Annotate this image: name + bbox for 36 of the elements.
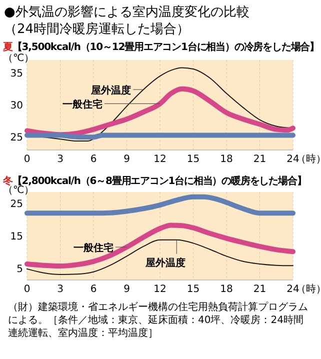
y-axis-title: （℃） bbox=[3, 53, 34, 64]
x-tick-label: 0 bbox=[24, 284, 30, 295]
x-tick-label: 3 bbox=[57, 284, 64, 295]
x-tick-label: 6 bbox=[90, 284, 97, 295]
y-tick-label: 25 bbox=[10, 132, 23, 144]
y-tick-label: 35 bbox=[10, 68, 23, 80]
series-label: 屋外温度 bbox=[144, 256, 186, 269]
x-tick-label: 9 bbox=[124, 154, 130, 165]
x-tick-label: 24 bbox=[286, 284, 300, 295]
x-tick-label: 21 bbox=[253, 284, 266, 295]
text: 夏【3,500kcal/h（10～12畳用エアコン1台に相当）の冷房をした場合】 bbox=[2, 41, 319, 53]
y-tick-label: 5 bbox=[16, 264, 23, 276]
x-tick-label: 0 bbox=[24, 154, 30, 165]
x-tick-label: 24 bbox=[286, 154, 300, 165]
line-series bbox=[26, 239, 294, 275]
series-label: 屋外温度 bbox=[90, 84, 132, 97]
x-tick-label: 9 bbox=[124, 284, 130, 295]
chart-title: ●外気温の影響による室内温度変化の比較 bbox=[4, 4, 250, 20]
text: （財）建築環境・省エネルギー機構の住宅用熱負荷計算プログラムによる。［条件／地域：東京、延床面積：40坪、冷暖房：24時間連続運転、室内温度：平均温度］ bbox=[8, 301, 308, 339]
series-label: 一般住宅 bbox=[62, 98, 102, 111]
x-tick-label: 6 bbox=[90, 154, 97, 165]
x-tick-label: 18 bbox=[220, 284, 233, 295]
y-tick-label: 25 bbox=[10, 198, 23, 210]
chart-subtitle: （24時間冷暖房運転した場合） bbox=[4, 21, 190, 37]
x-tick-label: 3 bbox=[57, 154, 64, 165]
x-tick-label: 18 bbox=[220, 154, 233, 165]
x-tick-label: 12 bbox=[154, 154, 166, 165]
series-label: 一般住宅 bbox=[73, 242, 114, 254]
x-tick-label: 12 bbox=[154, 284, 166, 295]
y-tick-label: 15 bbox=[10, 232, 23, 242]
y-tick-label: 30 bbox=[10, 100, 23, 112]
x-tick-label: 15 bbox=[186, 154, 200, 165]
y-axis-title: （℃） bbox=[3, 185, 34, 196]
chart-title: 冬【2,800kcal/h（6～8畳用エアコン1台に相当）の暖房をした場合】 bbox=[2, 175, 306, 187]
x-tick-label: 21 bbox=[253, 154, 266, 165]
x-tick-label: 15 bbox=[186, 284, 200, 295]
